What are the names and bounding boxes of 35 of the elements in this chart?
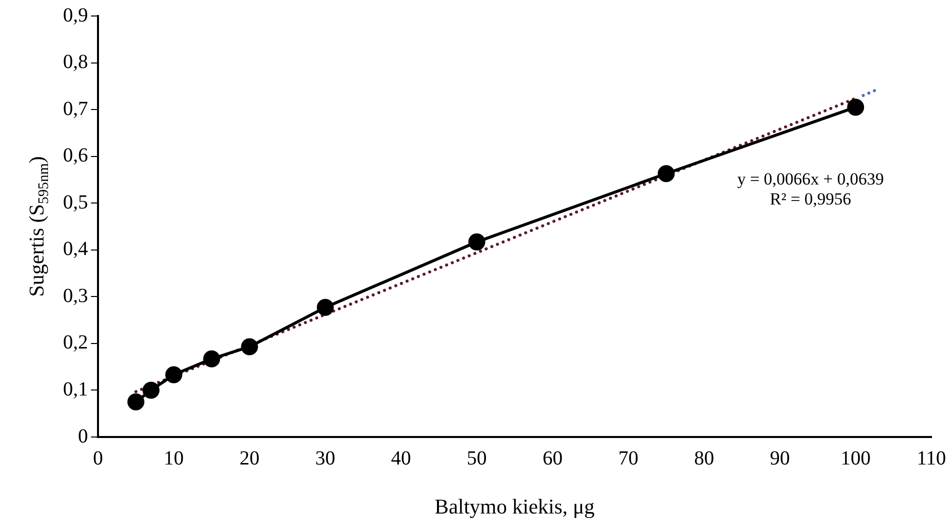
y-tick-label: 0 <box>78 425 88 448</box>
y-tick-label: 0,8 <box>63 51 88 74</box>
y-tick-label: 0,2 <box>63 332 88 354</box>
x-tick-label: 70 <box>618 447 638 470</box>
x-tick-label: 30 <box>315 447 336 470</box>
y-tick-label: 0,4 <box>63 238 88 260</box>
point <box>142 382 160 399</box>
point <box>241 338 258 356</box>
x-tick-label: 10 <box>164 447 184 470</box>
x-tick-label: 40 <box>391 447 412 470</box>
point <box>203 350 220 368</box>
annotation: y = 0,0066x + 0,0639 <box>737 170 884 189</box>
x-tick-label: 100 <box>840 447 871 470</box>
point <box>127 393 144 410</box>
point <box>316 298 334 316</box>
x-tick-label: 20 <box>240 447 260 470</box>
y-tick-label: 0,6 <box>63 144 88 167</box>
x-tick-label: 90 <box>770 447 790 470</box>
x-tick-label: 60 <box>542 447 563 470</box>
y-tick-label: 0,3 <box>63 284 88 307</box>
point <box>165 366 182 384</box>
y-tick-label: 0,5 <box>63 191 88 214</box>
point <box>658 165 675 182</box>
x-tick-label: 80 <box>694 447 714 470</box>
x-axis-title: Baltymo kiekis, μg <box>434 494 596 519</box>
x-tick-label: 110 <box>916 447 946 470</box>
y-axis-title: Sugertis (S595nm) <box>24 156 52 297</box>
point <box>468 233 486 250</box>
annotation: R² = 0,9956 <box>770 190 852 209</box>
point <box>847 98 864 116</box>
x-tick-label: 50 <box>466 447 487 470</box>
y-tick-label: 0,9 <box>63 4 88 26</box>
x-tick-label: 0 <box>93 447 103 470</box>
y-tick-label: 0,1 <box>63 378 88 400</box>
y-tick-label: 0,7 <box>63 98 88 120</box>
